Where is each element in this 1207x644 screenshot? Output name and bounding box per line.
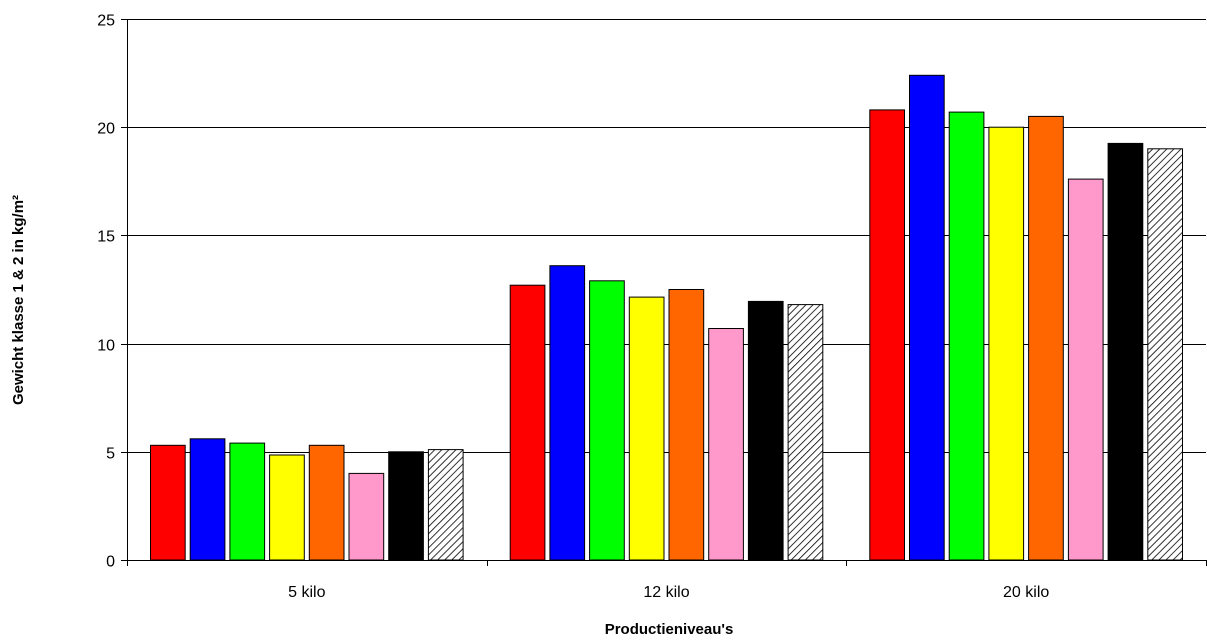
bar xyxy=(668,289,705,561)
bar xyxy=(909,74,945,561)
gridlines xyxy=(127,19,1206,453)
bar xyxy=(747,300,784,561)
bar xyxy=(589,280,625,561)
x-tick-label: 20 kilo xyxy=(1003,584,1049,601)
y-tick-labels: 0 5 10 15 20 25 xyxy=(97,13,115,571)
bar xyxy=(427,449,464,561)
bar xyxy=(348,472,385,561)
axes xyxy=(121,19,1207,566)
y-tick-label: 15 xyxy=(97,229,115,246)
bar xyxy=(229,442,266,561)
bar xyxy=(308,444,345,561)
bar xyxy=(1107,142,1144,561)
bar xyxy=(948,111,985,561)
bar xyxy=(869,109,905,561)
y-tick-label: 0 xyxy=(106,554,115,571)
bar xyxy=(1028,115,1064,561)
x-tick-labels: 5 kilo 12 kilo 20 kilo xyxy=(288,584,1049,601)
bar xyxy=(1147,148,1184,561)
bar xyxy=(509,284,546,561)
bar xyxy=(150,444,186,561)
y-tick-label: 20 xyxy=(97,121,115,138)
x-axis-title: Productieniveau's xyxy=(605,621,734,638)
y-tick-label: 10 xyxy=(97,338,115,355)
bar xyxy=(189,438,226,561)
bars xyxy=(150,74,1184,561)
x-tick-label: 5 kilo xyxy=(288,584,325,601)
bar xyxy=(708,328,744,561)
bar xyxy=(269,454,305,561)
bar xyxy=(549,265,586,561)
bar xyxy=(628,296,665,561)
bar xyxy=(388,451,424,561)
bar xyxy=(1067,178,1104,561)
y-axis-title: Gewicht klasse 1 & 2 in kg/m² xyxy=(10,195,27,405)
x-tick-label: 12 kilo xyxy=(643,584,689,601)
bar xyxy=(787,304,824,561)
bar xyxy=(988,126,1025,561)
y-tick-label: 25 xyxy=(97,13,115,30)
y-tick-label: 5 xyxy=(106,446,115,463)
